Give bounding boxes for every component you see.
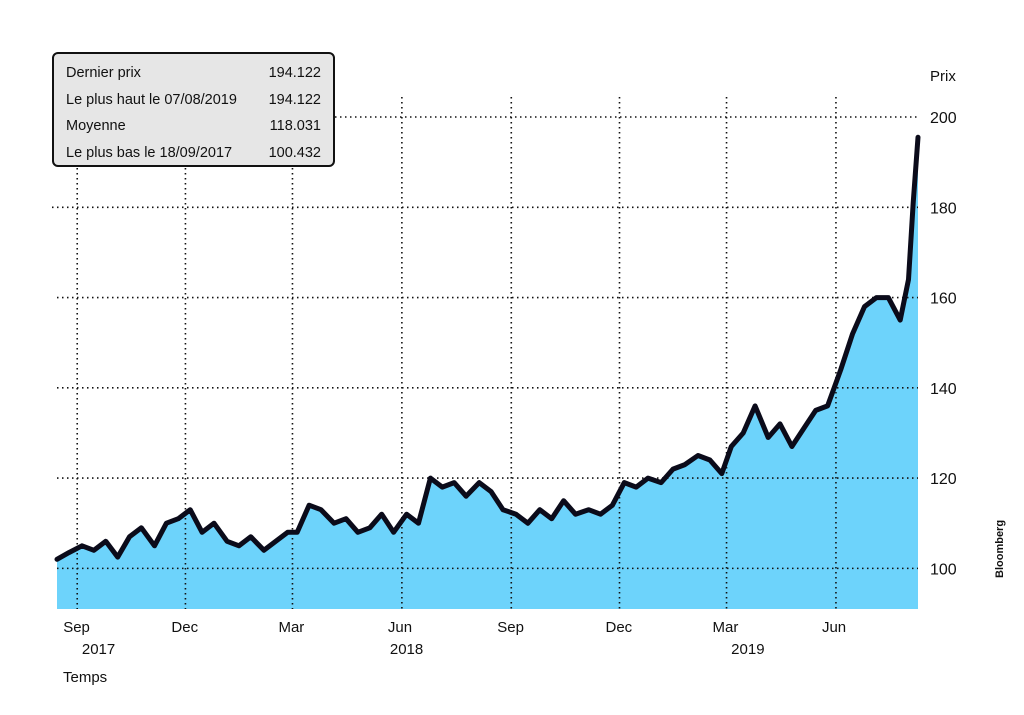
source-credit: Bloomberg [994,519,1006,578]
x-tick-label: Jun [822,619,846,636]
y-tick-label: 120 [930,471,957,488]
price-line [54,134,921,562]
stat-row-last: Dernier prix 194.122 [66,60,321,87]
stat-value: 100.432 [268,144,321,161]
stat-label: Le plus haut le 07/08/2019 [66,91,237,108]
x-tick-label: Sep [63,619,90,636]
stats-box: Dernier prix 194.122 Le plus haut le 07/… [52,52,335,167]
stat-label: Moyenne [66,118,126,135]
y-tick-label: 180 [930,200,957,217]
y-tick-label: 160 [930,291,957,308]
stat-label: Le plus bas le 18/09/2017 [66,144,233,161]
y-tick-label: 140 [930,381,957,398]
y-tick-label: 100 [930,561,957,578]
x-tick-label: Sep [497,619,524,636]
x-axis-title: Temps [63,669,107,686]
x-tick-label: Mar [713,619,739,636]
stat-value: 194.122 [268,65,321,82]
x-tick-label: Dec [606,619,633,636]
stat-row-high: Le plus haut le 07/08/2019 194.122 [66,87,321,114]
x-tick-label: Jun [388,619,412,636]
y-tick-label: 200 [930,110,957,127]
stat-label: Dernier prix [66,65,141,82]
year-label: 2018 [390,641,423,658]
stat-value: 194.122 [268,91,321,108]
x-tick-label: Dec [171,619,198,636]
stat-row-average: Moyenne 118.031 [66,113,321,140]
year-label: 2019 [731,641,764,658]
stat-row-low: Le plus bas le 18/09/2017 100.432 [66,140,321,167]
year-label: 2017 [82,641,115,658]
x-tick-label: Mar [278,619,304,636]
y-axis-title: Prix [930,68,956,85]
stat-value: 118.031 [269,118,321,135]
price-area [57,137,918,610]
